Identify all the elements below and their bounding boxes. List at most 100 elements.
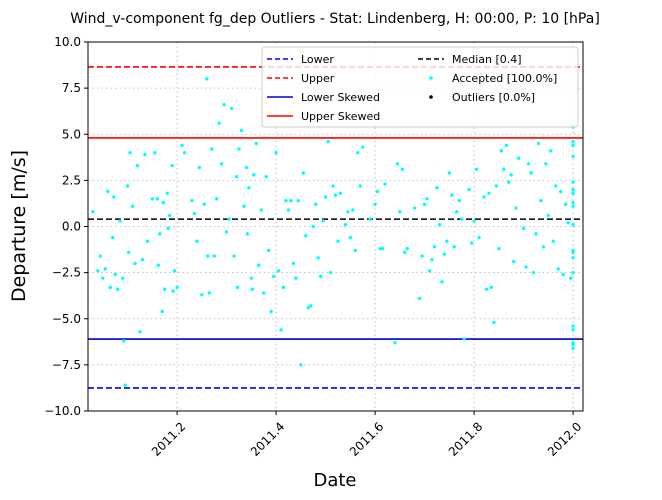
chart-title: Wind_v-component fg_dep Outliers - Stat:… — [70, 11, 600, 27]
data-point — [281, 285, 286, 290]
data-point — [161, 200, 165, 205]
data-point — [321, 219, 325, 223]
data-point — [571, 143, 575, 148]
data-point — [571, 154, 575, 159]
data-point — [294, 276, 298, 280]
data-point — [499, 149, 504, 153]
data-point — [250, 287, 255, 291]
data-point — [526, 162, 531, 166]
data-point — [373, 202, 377, 207]
data-point — [425, 197, 429, 201]
data-point — [291, 261, 296, 266]
data-point — [252, 173, 256, 177]
data-point — [113, 272, 117, 277]
data-point — [156, 263, 160, 267]
data-point — [489, 285, 494, 290]
data-point — [91, 210, 95, 214]
data-point — [556, 267, 560, 271]
x-axis: 2011.2 2011.4 2011.6 2011.8 2012.0 — [149, 411, 585, 459]
data-point — [128, 151, 132, 155]
data-point — [206, 254, 210, 258]
data-point — [145, 239, 150, 243]
data-point — [417, 296, 422, 301]
data-point — [353, 248, 357, 253]
data-point — [314, 202, 318, 207]
data-point — [266, 248, 271, 253]
data-point — [326, 139, 330, 144]
data-point — [554, 184, 558, 188]
data-point — [112, 195, 116, 199]
data-point — [140, 258, 145, 262]
data-point — [98, 254, 103, 258]
data-point — [311, 224, 315, 229]
data-point — [551, 239, 555, 243]
data-point — [155, 197, 159, 201]
data-point — [111, 235, 115, 240]
data-point — [494, 184, 499, 188]
data-point — [544, 162, 548, 166]
data-point — [474, 167, 479, 172]
data-point — [450, 193, 454, 197]
data-point — [400, 167, 405, 172]
data-point — [323, 195, 328, 199]
data-point — [509, 173, 513, 177]
data-point — [541, 245, 546, 249]
data-point — [435, 186, 439, 190]
data-point — [571, 341, 575, 345]
data-point — [166, 226, 170, 231]
data-point — [309, 304, 313, 308]
data-point — [232, 254, 236, 258]
data-point — [566, 221, 570, 225]
data-point — [257, 263, 261, 267]
data-point — [212, 254, 216, 258]
y-tick-label: 5.0 — [62, 127, 81, 141]
data-point — [383, 182, 387, 186]
data-point — [395, 162, 400, 166]
data-point — [378, 246, 382, 251]
data-point — [531, 270, 536, 275]
data-point — [274, 151, 278, 155]
data-point — [106, 189, 110, 194]
data-point — [420, 254, 424, 258]
data-point — [361, 145, 365, 149]
data-point — [222, 103, 226, 107]
data-point — [150, 197, 155, 201]
data-point — [242, 204, 246, 208]
x-axis-label: Date — [313, 470, 356, 491]
data-point — [351, 208, 355, 212]
legend-label: Accepted [100.0%] — [452, 72, 557, 85]
data-point — [126, 250, 131, 255]
legend: Lower Upper Lower Skewed Upper Skewed Median… — [261, 46, 579, 128]
data-point — [175, 285, 179, 290]
y-axis-label: Departure [m/s] — [8, 150, 30, 302]
legend-marker-swatch — [429, 95, 433, 99]
data-point — [343, 222, 348, 227]
data-point — [262, 291, 266, 295]
data-point — [358, 184, 362, 188]
data-point — [516, 156, 521, 160]
data-point — [405, 246, 409, 251]
data-point — [437, 222, 442, 227]
data-point — [492, 320, 496, 325]
data-point — [477, 235, 481, 240]
data-point — [497, 246, 501, 251]
data-point — [306, 305, 310, 310]
legend-label: Lower — [301, 53, 334, 66]
data-point — [138, 329, 142, 334]
data-point — [301, 171, 306, 175]
data-point — [571, 204, 575, 208]
data-point — [571, 191, 575, 195]
data-point — [299, 363, 303, 367]
data-point — [398, 210, 402, 214]
data-point — [200, 293, 204, 297]
data-point — [215, 197, 219, 201]
x-tick-label: 2012.0 — [545, 419, 585, 459]
legend-label: Upper Skewed — [301, 110, 380, 123]
data-point — [571, 139, 575, 144]
data-point — [331, 184, 335, 188]
data-point — [571, 270, 575, 275]
data-point — [512, 259, 516, 264]
data-point — [202, 202, 207, 207]
data-point — [296, 198, 301, 203]
data-point — [289, 198, 293, 203]
